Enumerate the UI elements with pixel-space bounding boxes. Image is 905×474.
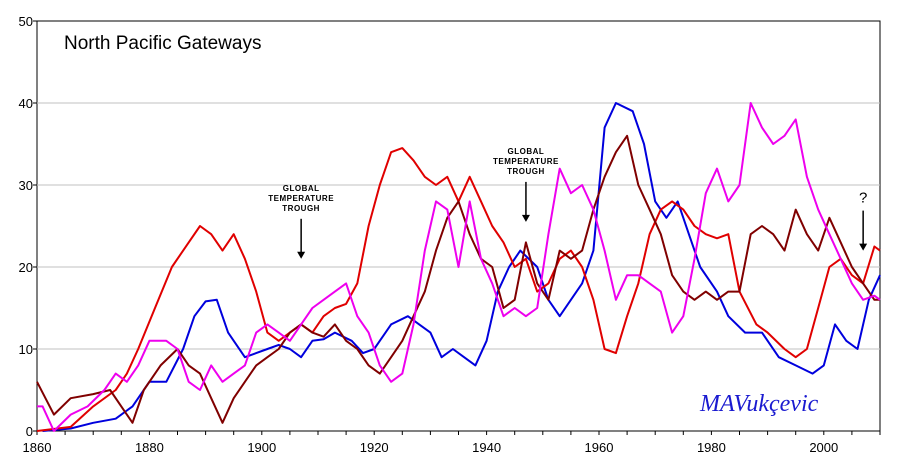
x-tick-label-1900: 1900 — [247, 440, 276, 455]
series-line-1 — [42, 102, 881, 432]
series-line-4 — [37, 102, 881, 432]
annotation-1-line-1: GLOBAL — [283, 184, 320, 193]
x-tick-label-1960: 1960 — [585, 440, 614, 455]
annotation-2-line-3: TROUGH — [507, 167, 545, 176]
annotation-2-line-2: TEMPERATURE — [493, 157, 559, 166]
x-tick-label-2000: 2000 — [809, 440, 838, 455]
y-tick-label-10: 10 — [19, 342, 33, 357]
plot-area — [36, 20, 881, 432]
y-tick-label-30: 30 — [19, 178, 33, 193]
y-tick-label-20: 20 — [19, 260, 33, 275]
annotation-1-arrow-head — [297, 251, 306, 259]
chart-title: North Pacific Gateways — [64, 33, 261, 54]
x-tick-label-1920: 1920 — [360, 440, 389, 455]
annotation-1-line-2: TEMPERATURE — [268, 194, 334, 203]
annotation-3-arrow-head — [859, 243, 868, 251]
series-line-2 — [36, 147, 881, 432]
series-lines — [36, 102, 881, 432]
x-tick-label-1940: 1940 — [472, 440, 501, 455]
annotation-2-line-1: GLOBAL — [508, 147, 545, 156]
annotation-1-line-3: TROUGH — [282, 204, 320, 213]
y-tick-label-40: 40 — [19, 96, 33, 111]
author-signature: MAVukçevic — [699, 391, 819, 417]
x-tick-label-1860: 1860 — [23, 440, 52, 455]
annotations: GLOBALTEMPERATURETROUGHGLOBALTEMPERATURE… — [268, 147, 867, 259]
x-tick-label-1980: 1980 — [697, 440, 726, 455]
x-tick-label-1880: 1880 — [135, 440, 164, 455]
annotation-3-line-1: ? — [859, 190, 867, 207]
x-axis-ticks: 1860 1880 1900 1920 1940 1960 1980 2000 — [23, 431, 881, 455]
y-axis-ticks: 0 10 20 30 40 50 — [19, 14, 37, 439]
y-tick-label-0: 0 — [26, 424, 33, 439]
gridlines — [37, 102, 880, 350]
y-tick-label-50: 50 — [19, 14, 33, 29]
annotation-2-arrow-head — [521, 214, 530, 222]
